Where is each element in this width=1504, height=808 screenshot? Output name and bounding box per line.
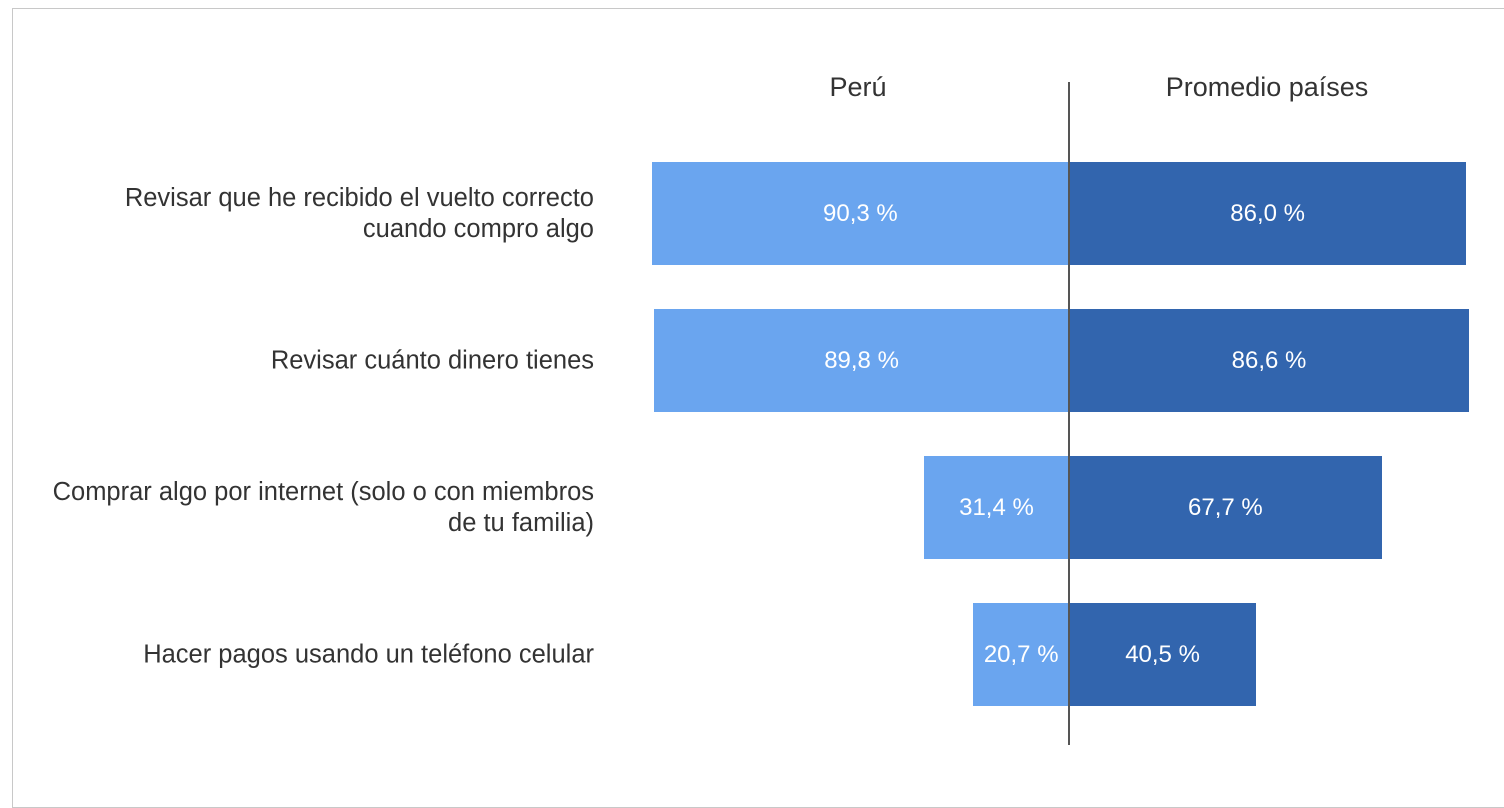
value-label: 89,8 % (824, 346, 899, 374)
bar (1069, 456, 1382, 559)
value-label: 40,5 % (1125, 640, 1200, 668)
value-label: 31,4 % (959, 493, 1034, 521)
category-label: Revisar cuánto dinero tienes (270, 346, 594, 374)
category-label: Revisar que he recibido el vuelto correc… (124, 183, 594, 243)
series-header: Perú (829, 72, 887, 102)
category-label: Hacer pagos usando un teléfono celular (143, 640, 594, 668)
value-label: 86,0 % (1230, 199, 1306, 227)
series-header: Promedio países (1165, 72, 1369, 102)
center-axis (1068, 82, 1070, 745)
value-label: 20,7 % (983, 640, 1059, 668)
category-label: Comprar algo por internet (solo o con mi… (52, 477, 594, 537)
bar (1069, 162, 1467, 265)
bar (923, 456, 1069, 559)
value-label: 90,3 % (823, 199, 898, 227)
bar (651, 162, 1069, 265)
bar (1069, 309, 1470, 412)
value-label: 86,6 % (1231, 346, 1307, 374)
value-label: 67,7 % (1188, 493, 1263, 521)
bar (973, 603, 1069, 706)
bar (654, 309, 1069, 412)
bar (1069, 603, 1257, 706)
